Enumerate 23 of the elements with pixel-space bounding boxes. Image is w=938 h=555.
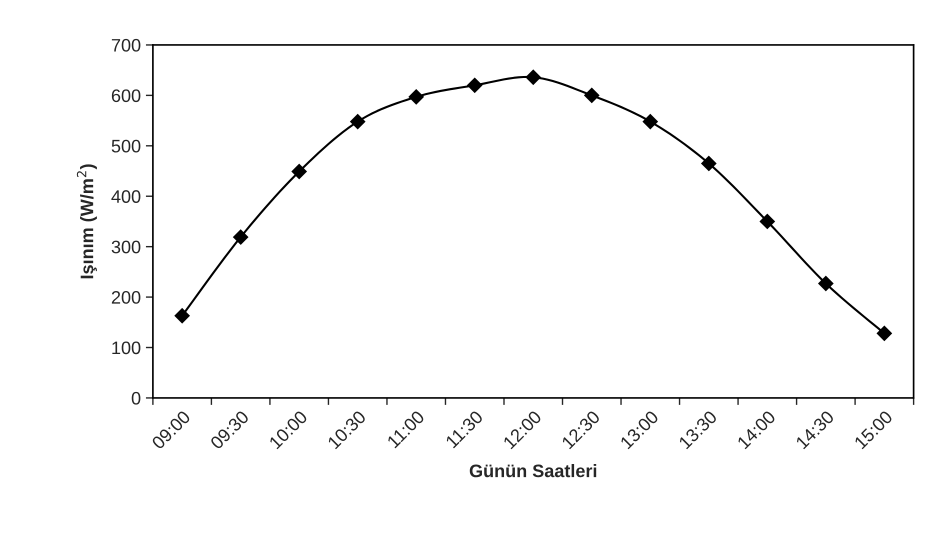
x-axis-title: Günün Saatleri	[470, 464, 596, 478]
y-tick-label: 500	[112, 140, 140, 153]
y-tick-label: 300	[112, 240, 140, 254]
point	[408, 89, 424, 104]
point	[467, 78, 482, 93]
point	[642, 114, 658, 130]
y-tick-label: 600	[112, 89, 140, 102]
point	[233, 230, 248, 245]
y-tick-label: 100	[112, 341, 140, 354]
point	[701, 156, 716, 172]
point	[174, 308, 190, 324]
point	[876, 326, 892, 341]
y-tick-label: 400	[111, 190, 140, 203]
point	[526, 70, 541, 85]
y-tick-label: 700	[112, 38, 140, 52]
point	[760, 214, 775, 230]
y-tick-label: 200	[112, 291, 140, 304]
y-tick-label: 0	[132, 392, 140, 405]
point	[584, 88, 600, 103]
point	[292, 164, 307, 180]
point	[350, 114, 366, 130]
point	[818, 276, 834, 292]
y-axis-title: Işınım (W/m$^{2}$)	[76, 164, 97, 278]
